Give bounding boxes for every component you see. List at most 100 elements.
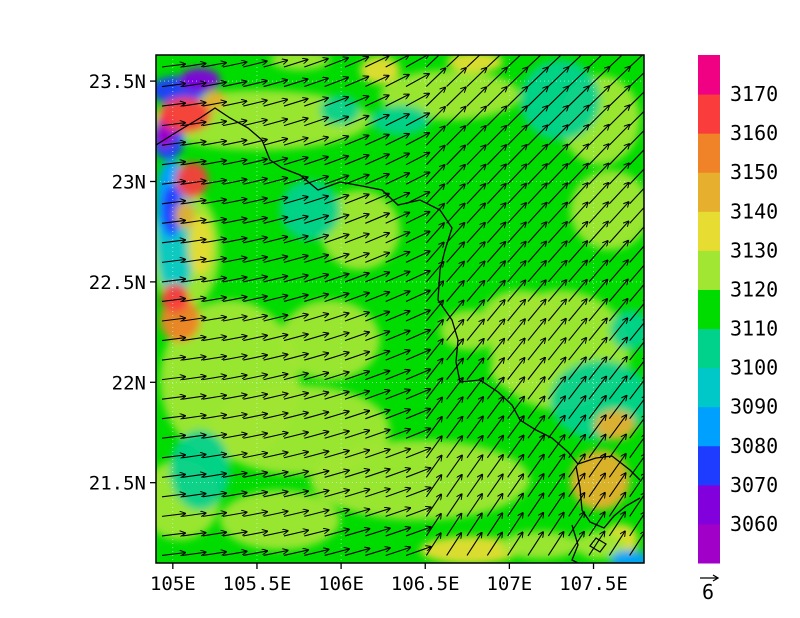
wind-arrow [446, 359, 463, 380]
wind-arrow [405, 153, 429, 166]
wind-arrow [446, 494, 462, 517]
wind-arrow [588, 280, 607, 302]
wind-arrow [425, 146, 444, 166]
wind-arrow [588, 144, 609, 166]
wind-arrow [446, 475, 462, 498]
wind-arrow [283, 118, 307, 127]
wind-arrow [263, 315, 288, 322]
wind-arrow [243, 453, 267, 459]
shading-patch [610, 550, 644, 563]
map-panel [156, 55, 644, 563]
wind-arrow [202, 552, 226, 557]
wind-arrow [222, 473, 246, 478]
wind-arrow [547, 241, 566, 263]
wind-arrow [466, 262, 484, 283]
wind-arrow [222, 512, 246, 517]
wind-arrow [344, 352, 369, 361]
wind-arrow [568, 125, 589, 146]
wind-arrow [365, 154, 388, 166]
wind-arrow [304, 510, 328, 517]
wind-arrow [222, 493, 246, 498]
wind-arrow [629, 110, 644, 127]
wind-arrow [466, 300, 484, 322]
wind-arrow [324, 333, 349, 342]
wind-arrow [425, 378, 442, 400]
wind-arrow [324, 294, 349, 302]
wind-arrow [161, 494, 185, 497]
wind-arrow [324, 353, 349, 361]
wind-arrow [324, 529, 349, 537]
wind-arrow [629, 318, 644, 341]
wind-arrow [243, 100, 266, 107]
wind-arrow [466, 358, 483, 380]
wind-arrow [446, 126, 466, 146]
wind-arrow [182, 239, 205, 244]
wind-arrow [466, 203, 485, 224]
wind-arrow [324, 156, 349, 166]
wind-arrow [507, 126, 527, 146]
wind-arrow [385, 272, 410, 283]
wind-arrow [344, 470, 369, 478]
wind-arrow [588, 435, 606, 459]
longitude-axis: 105E 105.5E 106E 106.5E 107E 107.5E [150, 563, 628, 595]
colorbar-swatch [698, 367, 720, 408]
wind-arrow [629, 512, 644, 537]
wind-arrow [466, 107, 486, 127]
wind-arrow [344, 96, 368, 107]
wind-arrow [182, 161, 205, 166]
wind-arrow [568, 396, 586, 420]
wind-arrow [161, 553, 185, 556]
wind-arrow [507, 87, 528, 107]
wind-arrow [547, 280, 566, 302]
colorbar-label: 3140 [730, 199, 778, 223]
wind-arrow [629, 129, 644, 146]
wind-arrow [385, 370, 410, 381]
wind-arrow [405, 448, 430, 459]
wind-arrow [243, 159, 266, 166]
wind-arrow [527, 203, 547, 224]
wind-arrow [263, 100, 287, 107]
wind-arrow [486, 223, 505, 244]
wind-arrow [466, 184, 485, 205]
reference-vector-label: 6 [702, 580, 714, 604]
wind-arrow [324, 235, 349, 244]
wind-arrow [385, 488, 410, 498]
wind-arrow [283, 60, 307, 68]
wind-arrow [405, 192, 429, 205]
wind-arrow [202, 200, 226, 205]
wind-arrow [263, 492, 288, 498]
wind-arrow [385, 410, 410, 420]
wind-arrow [507, 242, 526, 263]
wind-arrow [365, 469, 389, 478]
wind-arrow [608, 473, 625, 498]
wind-arrow [527, 125, 547, 146]
wind-arrow [405, 113, 429, 127]
wind-arrow [446, 165, 465, 185]
wind-arrow [486, 203, 505, 224]
wind-arrow [344, 450, 369, 459]
wind-arrow [161, 318, 185, 321]
lat-tick-label: 23N [112, 171, 146, 193]
wind-arrow [304, 196, 328, 205]
wind-arrow [405, 429, 430, 439]
wind-arrow [547, 338, 565, 361]
wind-arrow [283, 197, 308, 205]
wind-arrow [568, 454, 585, 478]
wind-arrow [425, 495, 441, 517]
shading-patch [270, 55, 330, 70]
wind-arrow [527, 358, 545, 380]
wind-arrow [385, 469, 410, 478]
wind-arrow [608, 338, 627, 361]
wind-arrow [304, 451, 328, 459]
lon-tick-label: 106E [318, 573, 364, 595]
wind-arrow [385, 390, 410, 400]
wind-arrow [405, 55, 429, 68]
wind-arrow [507, 436, 524, 459]
wind-arrow [283, 79, 307, 88]
wind-arrow [608, 415, 626, 439]
wind-arrow [608, 280, 627, 302]
wind-arrow [304, 353, 328, 361]
wind-arrow [568, 338, 586, 361]
wind-arrow [283, 99, 307, 107]
shading-patch [500, 531, 580, 559]
